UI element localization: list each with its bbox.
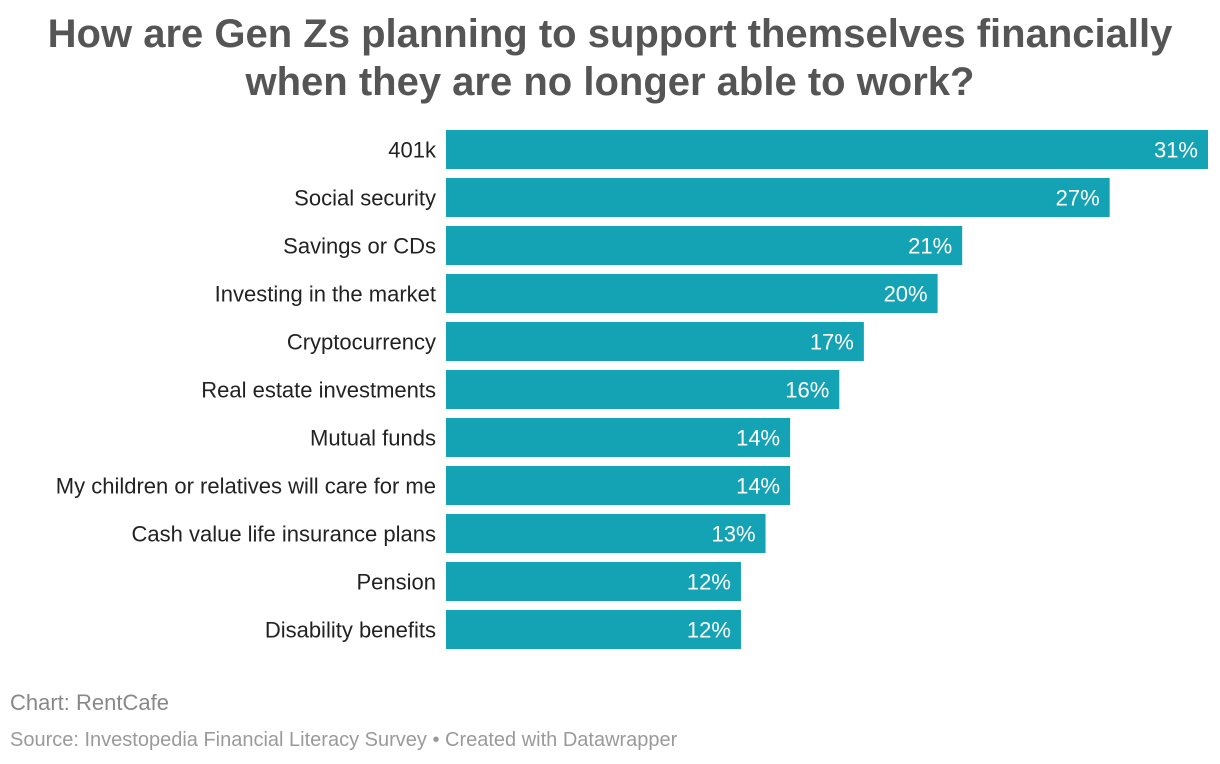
value-label: 27% [1056,186,1100,211]
category-label: Savings or CDs [283,234,436,259]
category-label: Cash value life insurance plans [131,522,436,547]
category-label: Disability benefits [265,618,436,643]
bar [446,466,791,505]
category-label: Mutual funds [310,426,436,451]
category-label: Social security [294,186,436,211]
value-label: 21% [908,234,952,259]
bar [446,370,840,409]
chart-title-line-1: How are Gen Zs planning to support thems… [47,12,1173,56]
value-label: 14% [736,426,780,451]
bar [446,274,938,313]
value-label: 12% [687,618,731,643]
chart-title-line-2: when they are no longer able to work? [245,60,975,104]
bar [446,418,791,457]
value-label: 16% [785,378,829,403]
category-label: Cryptocurrency [287,330,436,355]
category-label: Real estate investments [201,378,436,403]
value-label: 20% [884,282,928,307]
chart-title: How are Gen Zs planning to support thems… [0,10,1220,106]
bar [446,226,963,265]
bar [446,130,1208,169]
value-label: 13% [712,522,756,547]
value-label: 14% [736,474,780,499]
bar [446,514,766,553]
category-label: 401k [388,138,437,163]
category-label: Investing in the market [215,282,436,307]
chart-credit: Chart: RentCafe [10,690,169,715]
bar-chart: 401k 31% Social security 27% Savings or CDs 2… [56,130,1208,649]
category-label: Pension [356,570,436,595]
bar [446,562,741,601]
chart-source: Source: Investopedia Financial Literacy … [10,729,678,751]
category-label: My children or relatives will care for m… [56,474,436,499]
value-label: 12% [687,570,731,595]
bar [446,322,864,361]
value-label: 31% [1154,138,1198,163]
value-label: 17% [810,330,854,355]
bar [446,178,1110,217]
bar [446,610,741,649]
